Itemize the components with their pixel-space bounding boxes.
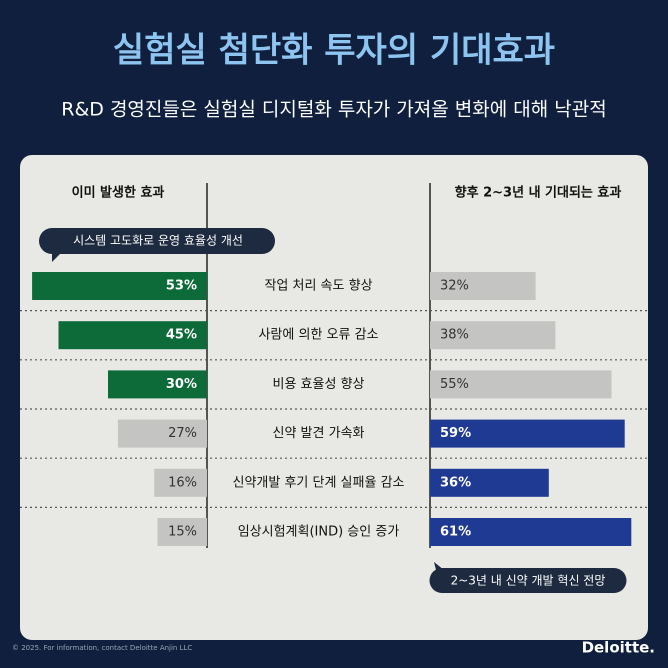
callout bbox=[429, 562, 627, 593]
category-label: 임상시험계획(IND) 승인 증가 bbox=[238, 525, 400, 540]
footer-note: © 2025. For information, contact Deloitt… bbox=[12, 644, 192, 652]
chart-title: 실험실 첨단화 투자의 기대효과 bbox=[113, 31, 555, 71]
category-label: 작업 처리 속도 향상 bbox=[264, 279, 372, 294]
bar bbox=[154, 468, 207, 497]
value-label: 53% bbox=[166, 279, 197, 294]
callout-text: 2~3년 내 신약 개발 혁신 전망 bbox=[451, 573, 606, 588]
value-label: 45% bbox=[166, 328, 197, 343]
bar bbox=[157, 518, 207, 546]
bar bbox=[430, 321, 556, 350]
value-label: 15% bbox=[168, 525, 197, 540]
bar bbox=[32, 272, 207, 300]
value-label: 36% bbox=[440, 475, 471, 490]
bar bbox=[430, 518, 632, 546]
value-label: 61% bbox=[440, 525, 471, 540]
category-label: 비용 효율성 향상 bbox=[273, 377, 365, 392]
value-label: 16% bbox=[168, 475, 197, 490]
value-label: 55% bbox=[440, 377, 469, 392]
category-label: 신약 발견 가속화 bbox=[273, 426, 365, 441]
category-label: 신약개발 후기 단계 실패율 감소 bbox=[232, 475, 404, 490]
value-label: 27% bbox=[168, 426, 197, 441]
bar bbox=[430, 272, 536, 300]
brand: Deloitte. bbox=[582, 639, 655, 657]
bar bbox=[430, 370, 612, 399]
chart-subtitle: R&D 경영진들은 실험실 디지털화 투자가 가져올 변화에 대해 낙관적 bbox=[61, 99, 606, 121]
category-label: 사람에 의한 오류 감소 bbox=[258, 328, 378, 343]
value-label: 32% bbox=[440, 279, 469, 294]
bar bbox=[430, 419, 625, 448]
bar bbox=[58, 321, 207, 350]
value-label: 38% bbox=[440, 328, 469, 343]
legend-left: 이미 발생한 효과 bbox=[72, 185, 165, 201]
value-label: 59% bbox=[440, 426, 471, 441]
bar bbox=[430, 468, 549, 497]
bar bbox=[108, 370, 207, 399]
bar bbox=[117, 419, 207, 448]
callout bbox=[39, 228, 275, 262]
legend-right: 향후 2~3년 내 기대되는 효과 bbox=[455, 185, 622, 201]
callout-text: 시스템 고도화로 운영 효율성 개선 bbox=[73, 234, 243, 248]
value-label: 30% bbox=[166, 377, 197, 392]
